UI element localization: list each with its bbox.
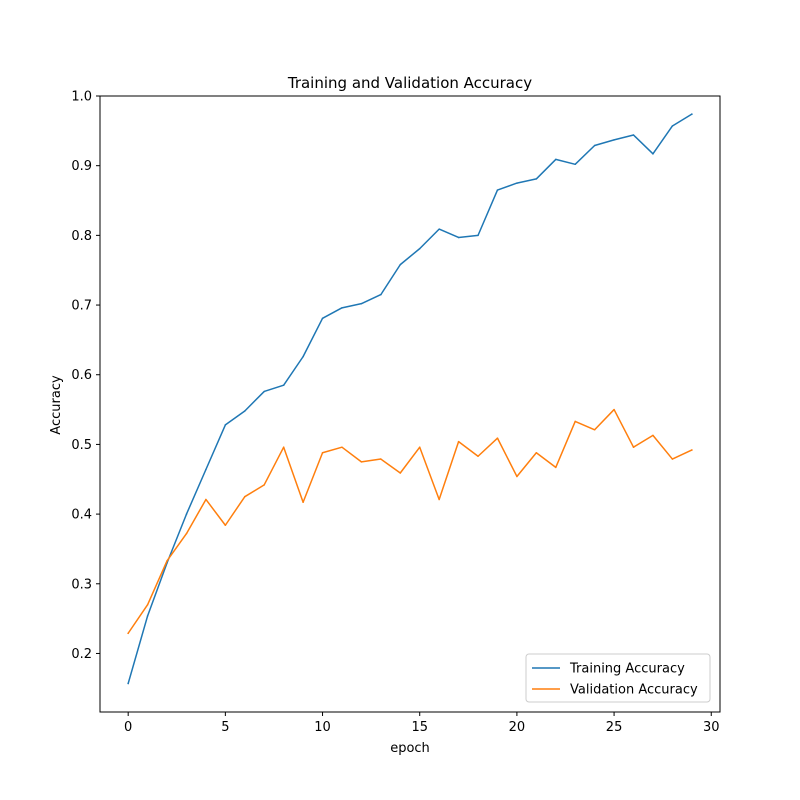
data-point	[477, 455, 479, 458]
y-tick-label: 0.2	[71, 647, 92, 662]
data-point	[438, 228, 440, 230]
x-tick-label: 10	[314, 720, 331, 735]
legend-label: Training Accuracy	[569, 662, 685, 677]
data-point	[380, 458, 382, 460]
data-point	[632, 446, 635, 448]
data-point	[671, 458, 674, 460]
data-point	[224, 524, 227, 526]
data-point	[224, 424, 227, 426]
data-point	[282, 446, 285, 448]
data-point	[418, 247, 421, 250]
data-point	[360, 302, 363, 305]
plot-area	[127, 113, 693, 685]
data-point	[555, 466, 557, 469]
y-tick-label: 0.9	[71, 159, 92, 174]
data-point	[302, 501, 304, 503]
data-point	[399, 472, 402, 474]
data-point	[593, 429, 596, 431]
y-axis-label: Accuracy	[49, 375, 64, 435]
axes-frame	[99, 95, 721, 713]
data-point	[302, 355, 304, 358]
data-point	[244, 495, 246, 498]
data-point	[613, 139, 615, 141]
data-point	[282, 384, 285, 386]
y-tick-label: 0.8	[71, 229, 92, 244]
data-point	[399, 263, 402, 266]
data-point	[321, 317, 324, 320]
legend-box	[525, 653, 711, 703]
data-point	[496, 189, 499, 191]
y-tick-label: 0.5	[71, 438, 92, 453]
chart-title: Training and Validation Accuracy	[287, 74, 532, 92]
y-tick-label: 0.4	[71, 508, 92, 523]
data-point	[438, 498, 440, 501]
data-point	[360, 461, 363, 463]
x-tick-label: 20	[509, 720, 526, 735]
y-tick-label: 0.3	[71, 577, 92, 592]
data-point	[127, 682, 129, 685]
x-axis-label: epoch	[390, 741, 430, 756]
data-point	[166, 560, 168, 562]
legend: Training Accuracy Validation Accuracy	[525, 653, 711, 703]
data-point	[321, 452, 324, 454]
y-tick-label: 1.0	[71, 90, 92, 105]
data-point	[632, 134, 635, 136]
legend-label: Validation Accuracy	[570, 683, 698, 698]
x-tick-label: 0	[124, 720, 132, 735]
data-point	[341, 307, 343, 309]
data-point	[263, 390, 265, 393]
data-point	[691, 449, 693, 451]
data-point	[457, 440, 460, 443]
data-point	[477, 234, 479, 237]
data-point	[535, 452, 538, 454]
data-point	[185, 513, 188, 515]
series-line-0	[127, 113, 693, 685]
data-point	[671, 125, 674, 127]
axes: 0 5 10 15 20 25 30 0.2 0.3 0.4 0.5 0.6 0.7 0.8 0.9 1.0	[71, 90, 721, 735]
data-point	[146, 603, 149, 606]
data-point	[205, 498, 207, 501]
data-point	[535, 178, 538, 180]
data-point	[263, 484, 265, 486]
data-point	[613, 408, 615, 411]
data-point	[457, 236, 460, 239]
data-point	[593, 144, 596, 147]
data-point	[652, 434, 654, 437]
x-tick-label: 25	[606, 720, 623, 735]
data-point	[185, 532, 188, 535]
x-tick-label: 30	[703, 720, 720, 735]
data-point	[555, 158, 557, 161]
data-point	[127, 632, 129, 635]
data-point	[418, 446, 421, 448]
x-tick-label: 15	[411, 720, 428, 735]
data-point	[205, 468, 207, 471]
data-point	[691, 113, 693, 115]
data-point	[574, 420, 576, 423]
data-point	[496, 437, 499, 439]
data-point	[516, 475, 518, 478]
data-point	[244, 410, 246, 412]
data-point	[652, 153, 654, 155]
x-tick-label: 5	[221, 720, 229, 735]
y-tick-label: 0.6	[71, 368, 92, 383]
y-tick-label: 0.7	[71, 299, 92, 314]
data-point	[146, 615, 149, 617]
data-point	[574, 163, 576, 166]
data-point	[516, 182, 518, 184]
series-line-1	[127, 408, 693, 635]
data-point	[380, 293, 382, 296]
data-point	[341, 446, 343, 448]
